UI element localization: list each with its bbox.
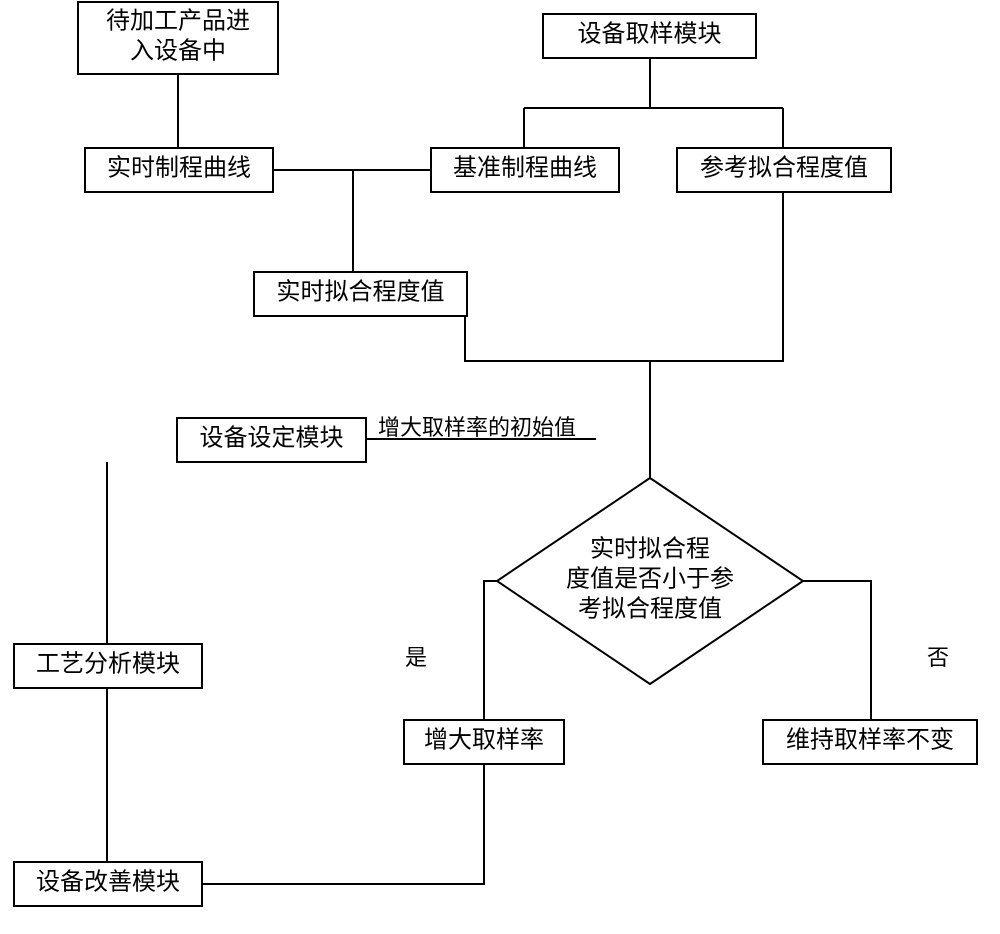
node-label: 增大取样率: [424, 727, 544, 754]
node-label: 实时拟合程度值: [277, 279, 445, 306]
node-label: 基准制程曲线: [453, 155, 597, 182]
node-n_rtfit: 实时拟合程度值: [254, 272, 467, 316]
node-label: 实时拟合程: [590, 536, 710, 563]
node-label: 入设备中: [130, 38, 226, 65]
node-label: 设备取样模块: [578, 21, 722, 48]
node-label: 度值是否小于参: [566, 566, 734, 593]
node-n_ref: 参考拟合程度值: [677, 148, 891, 192]
edge-label: 增大取样率的初始值: [378, 415, 576, 440]
edge-7: [465, 192, 783, 361]
node-n_sample: 设备取样模块: [543, 14, 756, 58]
nodes-layer: 待加工产品进入设备中 设备取样模块实时制程曲线 基准制程曲线 参考拟合程度值实时拟合程…: [14, 2, 977, 906]
node-label: 工艺分析模块: [36, 651, 180, 678]
node-n_set: 设备设定模块: [177, 418, 366, 462]
node-n_improve: 设备改善模块: [14, 862, 202, 906]
node-label: 设备改善模块: [36, 869, 180, 896]
edge-label: 是: [405, 645, 427, 670]
node-n_proc: 工艺分析模块: [14, 644, 202, 688]
node-n_dec: 实时拟合程度值是否小于参考拟合程度值: [497, 478, 803, 684]
node-label: 待加工产品进: [106, 8, 250, 35]
node-label: 实时制程曲线: [107, 155, 251, 182]
edge-12: [803, 581, 871, 720]
node-label: 维持取样率不变: [786, 727, 954, 754]
node-n_base: 基准制程曲线: [431, 148, 619, 192]
node-n_keep: 维持取样率不变: [763, 720, 977, 764]
edge-label: 否: [927, 645, 949, 670]
edge-15: [202, 764, 484, 884]
node-label: 考拟合程度值: [578, 596, 722, 623]
node-n_inc: 增大取样率: [404, 720, 564, 764]
node-label: 参考拟合程度值: [700, 155, 868, 182]
node-n_rtcurve: 实时制程曲线: [85, 148, 273, 192]
edge-11: [484, 581, 497, 720]
node-label: 设备设定模块: [200, 425, 344, 452]
node-n_input: 待加工产品进入设备中: [78, 2, 278, 74]
